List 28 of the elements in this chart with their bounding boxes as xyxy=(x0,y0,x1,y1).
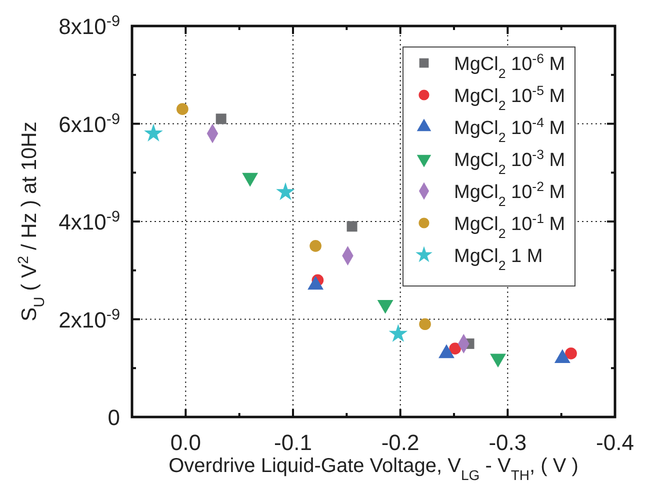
point xyxy=(419,318,431,330)
point xyxy=(176,103,188,115)
legend-label: MgCl$_{2}$ 10$^{-4}$ M xyxy=(454,114,566,144)
legend-label: MgCl$_{2}$ 10$^{-6}$ M xyxy=(454,50,566,80)
legend-label: MgCl$_{2}$ 10$^{-3}$ M xyxy=(454,146,566,176)
point xyxy=(346,221,358,232)
legend-label: MgCl$_{2}$ 10$^{-5}$ M xyxy=(454,82,566,112)
point xyxy=(310,240,322,252)
x-tick-label: -0.2 xyxy=(381,430,420,455)
x-tick-label: -0.3 xyxy=(488,430,527,455)
y-tick-label: 4x10$^{-9}$ xyxy=(58,208,120,234)
y-tick-label: 0 xyxy=(108,405,120,430)
point xyxy=(565,348,577,360)
point xyxy=(449,342,461,354)
legend-label: MgCl$_{2}$ 10$^{-1}$ M xyxy=(454,210,566,240)
legend-label: MgCl$_{2}$ 1 M xyxy=(454,246,543,272)
x-tick-label: -0.4 xyxy=(596,430,634,455)
legend-label: MgCl$_{2}$ 10$^{-2}$ M xyxy=(454,178,566,208)
y-tick-label: 2x10$^{-9}$ xyxy=(58,306,120,332)
y-tick-label: 8x10$^{-9}$ xyxy=(58,12,120,39)
x-axis-title: Overdrive Liquid-Gate Voltage, V$_{LG}$ - V$_{TH}$, ( V ) xyxy=(168,455,578,483)
point xyxy=(216,114,226,124)
x-tick-label: -0.1 xyxy=(274,430,312,455)
point xyxy=(276,182,295,200)
point xyxy=(388,324,408,342)
x-tick-label: 0.0 xyxy=(170,430,201,455)
point xyxy=(144,124,163,142)
y-tick-label: 6x10$^{-9}$ xyxy=(58,110,120,137)
